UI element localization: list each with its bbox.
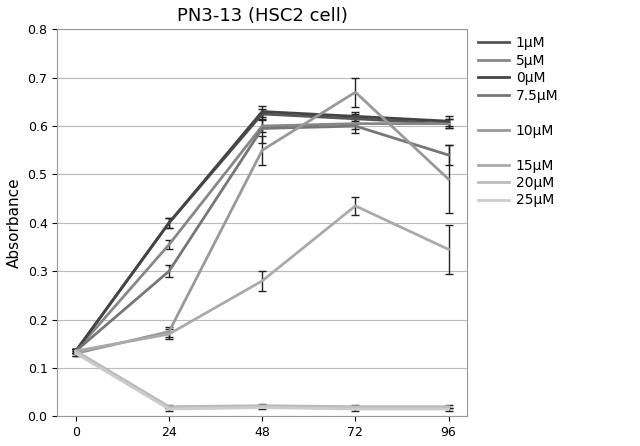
Legend: 1μM, 5μM, 0μM, 7.5μM, , 10μM, , 15μM, 20μM, 25μM: 1μM, 5μM, 0μM, 7.5μM, , 10μM, , 15μM, 20…	[478, 36, 558, 207]
Y-axis label: Absorbance: Absorbance	[7, 178, 22, 268]
Title: PN3-13 (HSC2 cell): PN3-13 (HSC2 cell)	[177, 7, 348, 25]
